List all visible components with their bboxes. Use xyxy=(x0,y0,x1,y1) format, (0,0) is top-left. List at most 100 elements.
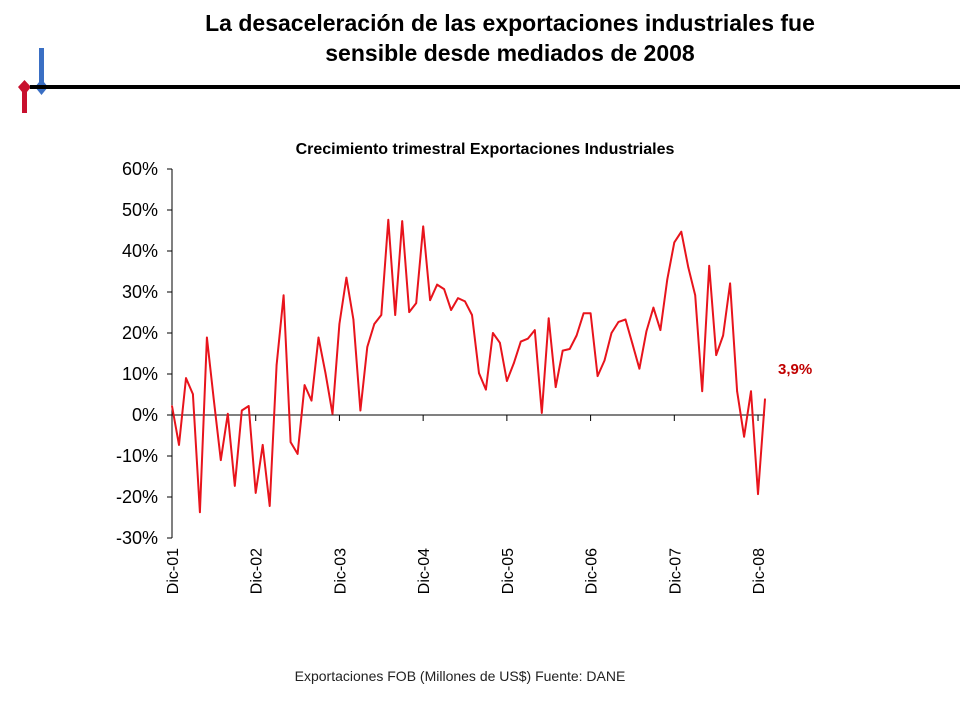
y-axis: 60% 50% 40% 30% 20% 10% 0% -10% -20% -30% xyxy=(116,159,173,548)
data-point xyxy=(575,334,578,337)
data-point xyxy=(352,318,355,321)
data-point xyxy=(478,372,480,374)
data-point xyxy=(240,409,243,412)
y-tick-label: 0% xyxy=(132,405,158,425)
data-point xyxy=(582,312,585,315)
data-point xyxy=(366,346,369,348)
data-point xyxy=(220,459,222,461)
x-tick-label: Dic-08 xyxy=(751,548,768,594)
data-point xyxy=(457,297,459,299)
y-tick-label: 10% xyxy=(122,364,158,384)
x-tick-label: Dic-04 xyxy=(416,548,433,594)
data-point xyxy=(520,340,522,343)
data-point xyxy=(261,444,264,446)
y-tick-label: 30% xyxy=(122,282,158,302)
data-point xyxy=(199,511,201,513)
data-point xyxy=(506,380,508,382)
data-point xyxy=(673,241,676,244)
y-tick-label: 40% xyxy=(122,241,158,261)
x-tick-label: Dic-01 xyxy=(165,548,182,594)
data-point xyxy=(722,334,724,337)
data-point xyxy=(596,375,599,377)
chart-title: Crecimiento trimestral Exportaciones Ind… xyxy=(295,141,675,158)
data-point xyxy=(757,493,759,495)
data-point xyxy=(422,225,424,228)
title-rule xyxy=(30,85,960,89)
data-point xyxy=(624,318,627,321)
data-point xyxy=(610,332,613,334)
slide-title-line-2: sensible desde mediados de 2008 xyxy=(325,40,695,66)
x-axis: Dic-01 Dic-02 Dic-03 Dic-04 Dic-05 Dic-06 Dic-… xyxy=(165,414,768,594)
data-point xyxy=(380,314,383,316)
data-point xyxy=(652,306,655,309)
data-point xyxy=(471,314,473,316)
data-point xyxy=(736,390,738,393)
data-point xyxy=(499,342,501,344)
data-point xyxy=(666,278,669,281)
data-point xyxy=(568,348,571,350)
data-point xyxy=(429,299,431,302)
data-point xyxy=(687,266,690,269)
data-point xyxy=(373,323,376,325)
x-tick-label: Dic-07 xyxy=(667,548,684,594)
data-point xyxy=(227,412,229,415)
data-point xyxy=(303,384,306,386)
x-tick-label: Dic-06 xyxy=(584,548,601,594)
y-tick-label: 60% xyxy=(122,159,158,179)
data-point xyxy=(415,302,417,304)
data-point xyxy=(554,386,557,388)
data-point xyxy=(540,412,543,414)
data-point xyxy=(715,354,717,356)
data-point xyxy=(275,364,278,366)
data-point xyxy=(331,412,334,415)
y-tick-label: -30% xyxy=(116,528,158,548)
data-point xyxy=(694,294,697,297)
data-point xyxy=(443,288,445,290)
data-point xyxy=(492,332,494,334)
data-point xyxy=(359,409,362,412)
y-tick-label: 50% xyxy=(122,200,158,220)
data-point xyxy=(533,329,536,331)
series-line xyxy=(171,218,766,514)
data-point xyxy=(178,444,180,446)
data-point xyxy=(282,294,285,297)
data-point xyxy=(617,321,620,323)
y-tick-label: -20% xyxy=(116,487,158,507)
data-point xyxy=(464,300,466,303)
data-point xyxy=(185,377,187,379)
series-group xyxy=(171,218,766,514)
data-point xyxy=(513,362,515,365)
logo-red-bar xyxy=(22,88,27,113)
last-value-label: 3,9% xyxy=(778,361,812,378)
data-point xyxy=(645,330,648,333)
source-footer: Exportaciones FOB (Millones de US$) Fuen… xyxy=(294,668,626,684)
data-point xyxy=(764,398,766,400)
slide-title: La desaceleración de las exportaciones i… xyxy=(100,8,920,68)
x-tick-label: Dic-02 xyxy=(249,548,266,594)
data-point xyxy=(206,336,208,339)
y-tick-label: -10% xyxy=(116,446,158,466)
data-point xyxy=(436,283,438,286)
data-point xyxy=(268,505,271,507)
data-point xyxy=(527,337,529,340)
slide-title-line-1: La desaceleración de las exportaciones i… xyxy=(205,10,815,36)
data-point xyxy=(171,405,173,407)
data-point xyxy=(310,399,313,402)
data-point xyxy=(729,282,731,285)
data-point xyxy=(192,393,194,395)
data-point xyxy=(547,317,550,320)
data-point xyxy=(638,367,641,370)
data-point xyxy=(603,359,606,362)
data-point xyxy=(387,219,390,221)
data-point xyxy=(631,342,634,345)
data-point xyxy=(324,372,327,374)
y-tick-label: 20% xyxy=(122,323,158,343)
data-point xyxy=(345,276,348,279)
data-point xyxy=(561,349,564,352)
data-point xyxy=(233,485,236,487)
data-point xyxy=(213,399,215,402)
data-point xyxy=(408,311,411,313)
data-point xyxy=(247,405,250,407)
data-point xyxy=(450,309,452,311)
